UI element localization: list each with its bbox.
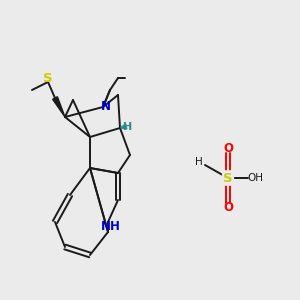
Text: O: O — [223, 201, 233, 214]
Text: N: N — [101, 100, 111, 113]
Text: OH: OH — [248, 173, 263, 183]
Text: H: H — [194, 157, 202, 167]
Text: S: S — [43, 72, 53, 85]
Text: NH: NH — [101, 220, 121, 233]
Text: O: O — [223, 142, 233, 155]
Polygon shape — [52, 97, 65, 117]
Text: H: H — [123, 122, 132, 131]
Text: S: S — [223, 172, 233, 184]
